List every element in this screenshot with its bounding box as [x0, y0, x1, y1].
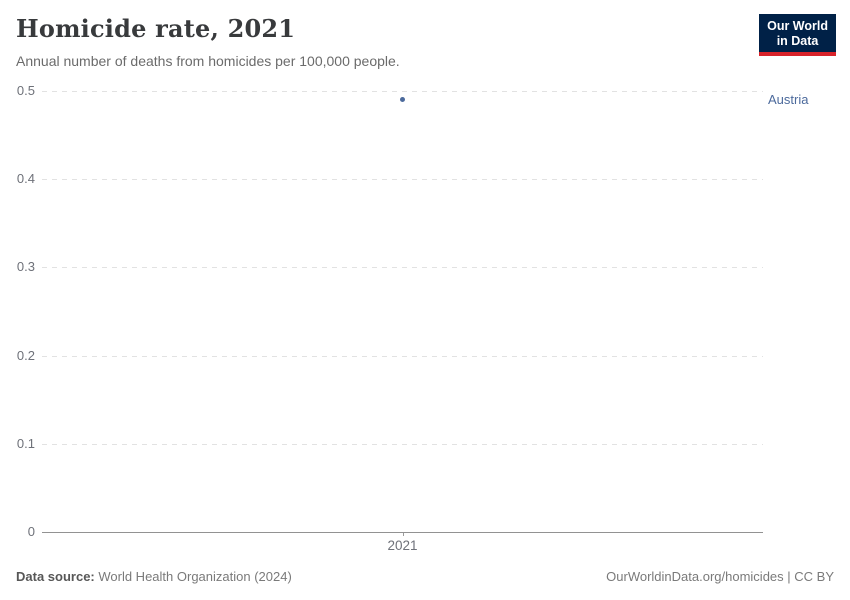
y-axis-tick-label: 0.2 [16, 347, 35, 363]
data-point-austria[interactable] [400, 97, 405, 103]
gridline [42, 355, 763, 357]
chart-subtitle: Annual number of deaths from homicides p… [16, 53, 400, 69]
gridline [42, 179, 763, 181]
x-axis-tick-label: 2021 [387, 538, 418, 553]
x-axis-tick-mark [402, 532, 404, 536]
y-axis-tick-label: 0.3 [16, 259, 35, 275]
gridline [42, 91, 763, 92]
series-label-austria[interactable]: Austria [768, 91, 809, 107]
x-axis-baseline [42, 532, 763, 533]
y-axis-tick-label: 0.1 [16, 435, 35, 451]
credit-link[interactable]: OurWorldinData.org/homicides | CC BY [606, 569, 834, 584]
data-source: Data source: World Health Organization (… [16, 569, 292, 584]
gridline [42, 267, 763, 269]
chart-title: Homicide rate, 2021 [16, 14, 296, 43]
y-axis-tick-label: 0 [27, 524, 35, 539]
data-source-value: World Health Organization (2024) [94, 569, 292, 584]
gridline [42, 443, 763, 445]
y-axis-tick-label: 0.4 [16, 171, 35, 187]
data-source-label: Data source: [16, 569, 95, 584]
y-axis-tick-label: 0.5 [16, 83, 35, 98]
owid-logo-line1: Our World [767, 19, 828, 33]
owid-logo[interactable]: Our World in Data [759, 14, 836, 56]
owid-logo-line2: in Data [776, 34, 819, 48]
